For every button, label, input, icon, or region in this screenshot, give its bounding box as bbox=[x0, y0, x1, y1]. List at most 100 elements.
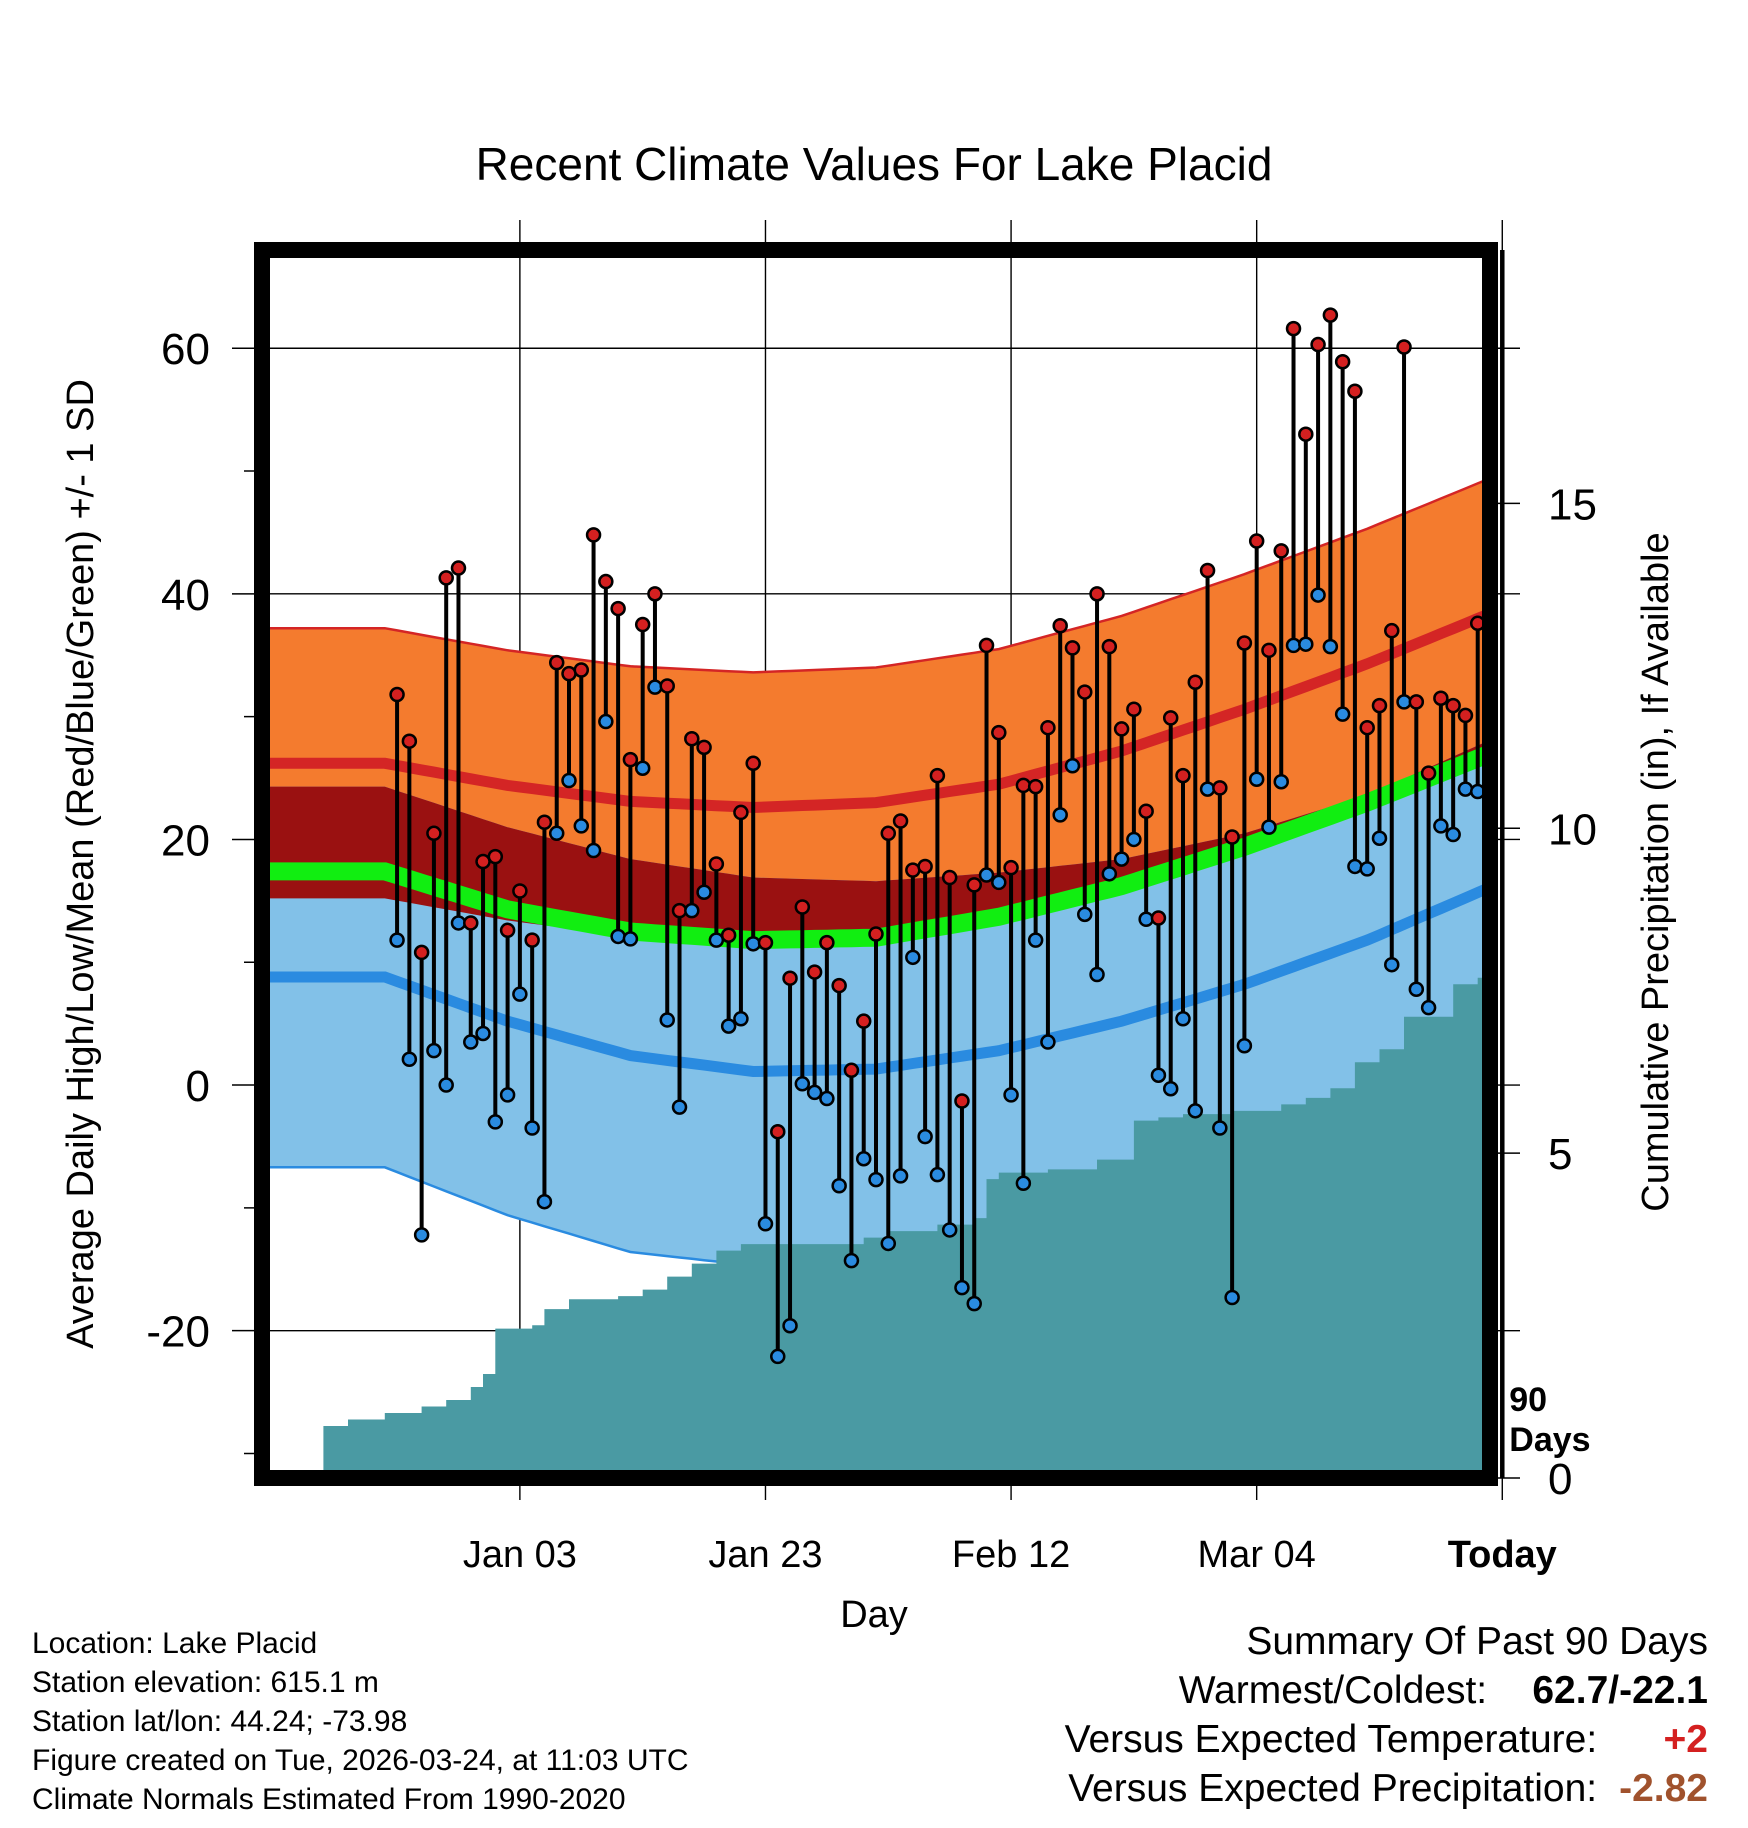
daily-high-point bbox=[647, 586, 663, 602]
created-text: Figure created on Tue, 2026-03-24, at 11… bbox=[32, 1744, 689, 1777]
daily-high-point bbox=[1396, 339, 1412, 355]
daily-high-point bbox=[794, 899, 811, 915]
daily-low-point bbox=[843, 1252, 860, 1269]
daily-high-point bbox=[659, 678, 675, 694]
daily-temperature-series bbox=[389, 307, 1498, 1365]
daily-high-point bbox=[868, 926, 884, 942]
daily-high-point bbox=[524, 932, 540, 948]
daily-low-point bbox=[1298, 636, 1314, 652]
daily-high-point bbox=[1433, 690, 1449, 706]
daily-low-point bbox=[1003, 1087, 1019, 1103]
daily-high-point bbox=[1224, 829, 1240, 845]
daily-high-point bbox=[438, 570, 454, 586]
daily-low-point bbox=[1224, 1289, 1240, 1306]
daily-low-point bbox=[868, 1171, 884, 1188]
daily-high-point bbox=[1162, 710, 1179, 726]
y2-axis: 0 5 10 15 bbox=[1490, 480, 1597, 1504]
daily-low-point bbox=[1322, 638, 1339, 655]
daily-low-point bbox=[917, 1128, 933, 1145]
daily-high-point bbox=[770, 1123, 786, 1140]
daily-high-point bbox=[819, 934, 835, 951]
daily-low-point bbox=[659, 1012, 675, 1028]
days-label-number: 90 bbox=[1509, 1381, 1547, 1419]
daily-low-point bbox=[1027, 932, 1044, 948]
summary-panel: Summary Of Past 90 Days Warmest/Coldest:… bbox=[1065, 1617, 1708, 1813]
daily-low-point bbox=[475, 1025, 491, 1042]
daily-high-point bbox=[1298, 426, 1314, 442]
daily-high-point bbox=[1187, 674, 1204, 691]
daily-low-point bbox=[1408, 981, 1425, 998]
daily-low-point bbox=[598, 713, 614, 730]
daily-high-point bbox=[548, 654, 565, 671]
daily-low-point bbox=[463, 1034, 479, 1050]
daily-high-point bbox=[401, 733, 418, 749]
daily-low-point bbox=[1089, 966, 1105, 983]
y-axis: -20 0 20 40 60 bbox=[146, 325, 262, 1455]
daily-low-point bbox=[1113, 851, 1130, 867]
daily-low-point bbox=[770, 1348, 786, 1365]
daily-high-point bbox=[536, 814, 553, 830]
daily-high-point bbox=[1089, 586, 1105, 602]
daily-high-point bbox=[1003, 859, 1019, 876]
daily-high-point bbox=[512, 883, 528, 899]
chart-title: Recent Climate Values For Lake Placid bbox=[476, 138, 1273, 190]
daily-high-point bbox=[684, 730, 700, 747]
daily-low-point bbox=[536, 1193, 553, 1210]
daily-high-point bbox=[696, 739, 712, 756]
x-tick-label: Feb 12 bbox=[952, 1534, 1070, 1576]
daily-low-point bbox=[892, 1168, 909, 1184]
daily-low-point bbox=[1064, 758, 1081, 774]
daily-low-point bbox=[1371, 830, 1388, 846]
daily-high-point bbox=[757, 934, 774, 951]
daily-low-point bbox=[438, 1077, 454, 1093]
daily-low-point bbox=[561, 772, 577, 789]
daily-high-point bbox=[1457, 707, 1474, 724]
precip-diff-value: -2.82 bbox=[1619, 1767, 1708, 1810]
daily-high-point bbox=[1347, 383, 1363, 399]
y-tick-label: 0 bbox=[186, 1062, 210, 1111]
daily-low-point bbox=[1015, 1175, 1032, 1192]
daily-high-point bbox=[573, 662, 590, 678]
daily-high-point bbox=[622, 751, 639, 768]
daily-high-point bbox=[1040, 719, 1056, 736]
location-text: Location: Lake Placid bbox=[32, 1627, 318, 1660]
elevation-text: Station elevation: 615.1 m bbox=[32, 1666, 379, 1699]
daily-low-point bbox=[1187, 1103, 1204, 1119]
daily-high-point bbox=[487, 848, 504, 865]
daily-high-point bbox=[1420, 765, 1437, 781]
daily-high-point bbox=[1310, 336, 1326, 353]
daily-low-point bbox=[1101, 866, 1118, 882]
daily-low-point bbox=[487, 1114, 504, 1130]
daily-low-point bbox=[610, 928, 626, 945]
y-axis-label: Average Daily High/Low/Mean (Red/Blue/Gr… bbox=[60, 379, 102, 1349]
daily-low-point bbox=[1199, 781, 1216, 797]
station-info: Location: Lake Placid Station elevation:… bbox=[32, 1624, 689, 1819]
daily-low-point bbox=[1384, 956, 1400, 973]
daily-low-point bbox=[1040, 1034, 1056, 1050]
daily-low-point bbox=[1162, 1080, 1179, 1097]
daily-low-point bbox=[1052, 807, 1068, 823]
daily-high-point bbox=[1285, 320, 1302, 337]
daily-high-point bbox=[634, 616, 651, 633]
temp-diff-value: +2 bbox=[1663, 1718, 1708, 1761]
daily-low-point bbox=[548, 825, 565, 842]
cumulative-precip-area bbox=[262, 977, 1490, 1478]
precip-diff-label: Versus Expected Precipitation: bbox=[1068, 1767, 1598, 1810]
daily-high-point bbox=[1175, 767, 1191, 784]
warm-cold-row: Warmest/Coldest: 62.7/-22.1 bbox=[1065, 1666, 1708, 1715]
daily-low-point bbox=[819, 1090, 835, 1107]
daily-high-point bbox=[413, 944, 430, 961]
daily-low-point bbox=[806, 1084, 823, 1101]
precip-area bbox=[262, 977, 1490, 1478]
daily-low-point bbox=[1334, 706, 1351, 722]
daily-low-point bbox=[757, 1216, 774, 1232]
daily-high-point bbox=[1359, 719, 1375, 736]
daily-low-point bbox=[966, 1295, 982, 1312]
temp-diff-row: Versus Expected Temperature: +2 bbox=[1065, 1715, 1708, 1764]
plot-frame bbox=[254, 242, 1498, 1486]
daily-high-point bbox=[708, 856, 725, 872]
summary-heading: Summary Of Past 90 Days bbox=[1246, 1620, 1708, 1663]
daily-low-point bbox=[634, 760, 651, 776]
